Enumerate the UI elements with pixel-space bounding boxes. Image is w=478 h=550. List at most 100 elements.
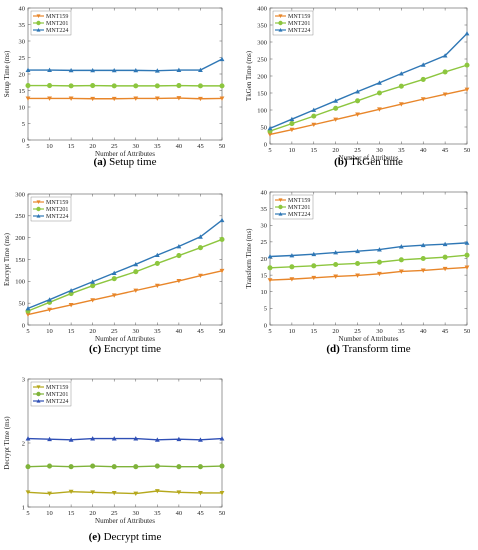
caption-label: (a) <box>94 156 107 168</box>
data-point-mnt224 <box>198 234 203 239</box>
data-point-mnt159 <box>420 268 426 273</box>
x-tick-label: 25 <box>111 328 118 335</box>
x-axis-label: Number of Attributes <box>339 335 399 343</box>
data-point-mnt159 <box>111 491 117 496</box>
series-line-mnt159 <box>28 97 223 100</box>
chart-caption: (d) Transform time <box>326 343 410 355</box>
data-point-mnt201 <box>111 83 117 89</box>
data-point-mnt224 <box>398 71 404 76</box>
legend-label: MNT201 <box>46 21 68 27</box>
data-point-mnt201 <box>197 464 203 470</box>
data-point-mnt224 <box>176 436 182 442</box>
data-point-mnt159 <box>377 107 382 112</box>
caption-text: Transform time <box>340 343 411 355</box>
data-point-mnt159 <box>398 269 404 274</box>
data-point-mnt201 <box>176 464 182 470</box>
series-line-mnt224 <box>27 219 223 310</box>
y-tick-label: 250 <box>257 56 267 63</box>
legend-marker <box>36 20 41 26</box>
legend-label: MNT224 <box>46 28 68 34</box>
chart-1: 5 10 15 20 25 30 35 40 45 500510152025303540Numbe… <box>3 5 225 168</box>
data-point-mnt224 <box>333 98 339 103</box>
chart-2: 5 10 15 20 25 30 35 40 45 50 0 50 100 150 200 250 300 350… <box>245 5 470 168</box>
data-point-mnt201 <box>289 264 295 270</box>
data-point-mnt201 <box>333 105 339 111</box>
legend-marker <box>278 14 283 18</box>
caption-label: (c) <box>89 343 102 355</box>
x-tick-label: 50 <box>464 147 471 154</box>
data-point-mnt159 <box>176 278 182 284</box>
data-point-mnt201 <box>398 257 404 263</box>
y-tick-label: 35 <box>261 206 268 213</box>
legend-label: MNT159 <box>46 14 68 20</box>
data-point-mnt224 <box>267 125 273 131</box>
data-point-mnt201 <box>289 121 295 127</box>
x-tick-label: 40 <box>420 147 427 154</box>
legend-label: MNT201 <box>46 392 68 398</box>
data-point-mnt224 <box>464 240 470 245</box>
y-tick-label: 250 <box>15 213 25 220</box>
data-point-mnt159 <box>311 275 317 281</box>
chart-caption: (b) TkGen time <box>334 156 403 168</box>
y-tick-label: 10 <box>19 104 26 111</box>
data-point-mnt201 <box>154 83 160 89</box>
y-axis-label: Encrypt Time (ms) <box>3 232 11 286</box>
y-tick-label: 350 <box>257 22 267 29</box>
data-point-mnt201 <box>333 261 339 268</box>
series-line-mnt224 <box>28 58 223 72</box>
series-line-mnt201 <box>27 238 223 312</box>
x-tick-label: 20 <box>89 143 96 150</box>
data-point-mnt201 <box>197 245 203 251</box>
data-point-mnt224 <box>267 254 273 259</box>
caption-text: Setup time <box>106 156 156 168</box>
data-point-mnt201 <box>420 255 426 262</box>
data-point-mnt224 <box>289 253 295 258</box>
data-point-mnt224 <box>47 297 52 302</box>
series-line-mnt159 <box>27 270 223 316</box>
x-tick-label: 5 <box>26 328 29 335</box>
x-tick-label: 15 <box>68 143 75 150</box>
data-point-mnt201 <box>111 276 117 282</box>
series-line-mnt159 <box>269 266 468 281</box>
legend-marker <box>278 212 283 216</box>
legend-marker <box>36 206 41 212</box>
data-point-mnt224 <box>420 242 426 248</box>
data-point-mnt159 <box>289 127 295 133</box>
y-tick-label: 150 <box>257 90 267 97</box>
data-point-mnt224 <box>90 279 96 284</box>
data-point-mnt201 <box>376 90 382 96</box>
x-tick-label: 25 <box>111 510 118 517</box>
data-point-mnt224 <box>111 270 117 275</box>
data-point-mnt224 <box>311 251 317 257</box>
data-point-mnt224 <box>47 436 52 442</box>
x-tick-label: 45 <box>197 510 204 517</box>
x-tick-label: 20 <box>332 328 339 335</box>
chart-caption: (a) Setup time <box>94 156 157 168</box>
series-line-mnt224 <box>269 242 468 258</box>
legend-marker <box>278 20 283 26</box>
data-point-mnt224 <box>198 67 203 72</box>
y-tick-label: 300 <box>257 39 267 46</box>
y-tick-label: 3 <box>22 376 25 383</box>
data-point-mnt159 <box>25 490 31 495</box>
series-line-mnt201 <box>27 465 223 468</box>
x-tick-label: 45 <box>197 143 204 150</box>
data-point-mnt159 <box>219 491 225 496</box>
x-tick-label: 25 <box>111 143 118 150</box>
data-point-mnt201 <box>376 259 382 265</box>
data-point-mnt159 <box>198 491 203 496</box>
data-point-mnt224 <box>68 67 74 73</box>
data-point-mnt159 <box>464 87 470 92</box>
legend-marker <box>278 204 283 210</box>
legend-marker <box>36 391 41 397</box>
y-tick-label: 30 <box>261 223 268 230</box>
x-axis-label: Number of Attributes <box>95 517 155 525</box>
x-tick-label: 15 <box>311 147 318 154</box>
legend-marker <box>36 385 41 389</box>
data-point-mnt201 <box>47 83 53 89</box>
x-tick-label: 20 <box>332 147 339 154</box>
y-tick-label: 0 <box>22 137 25 144</box>
x-tick-label: 45 <box>197 328 204 335</box>
y-axis-label: Setup Time (ms) <box>3 50 11 97</box>
